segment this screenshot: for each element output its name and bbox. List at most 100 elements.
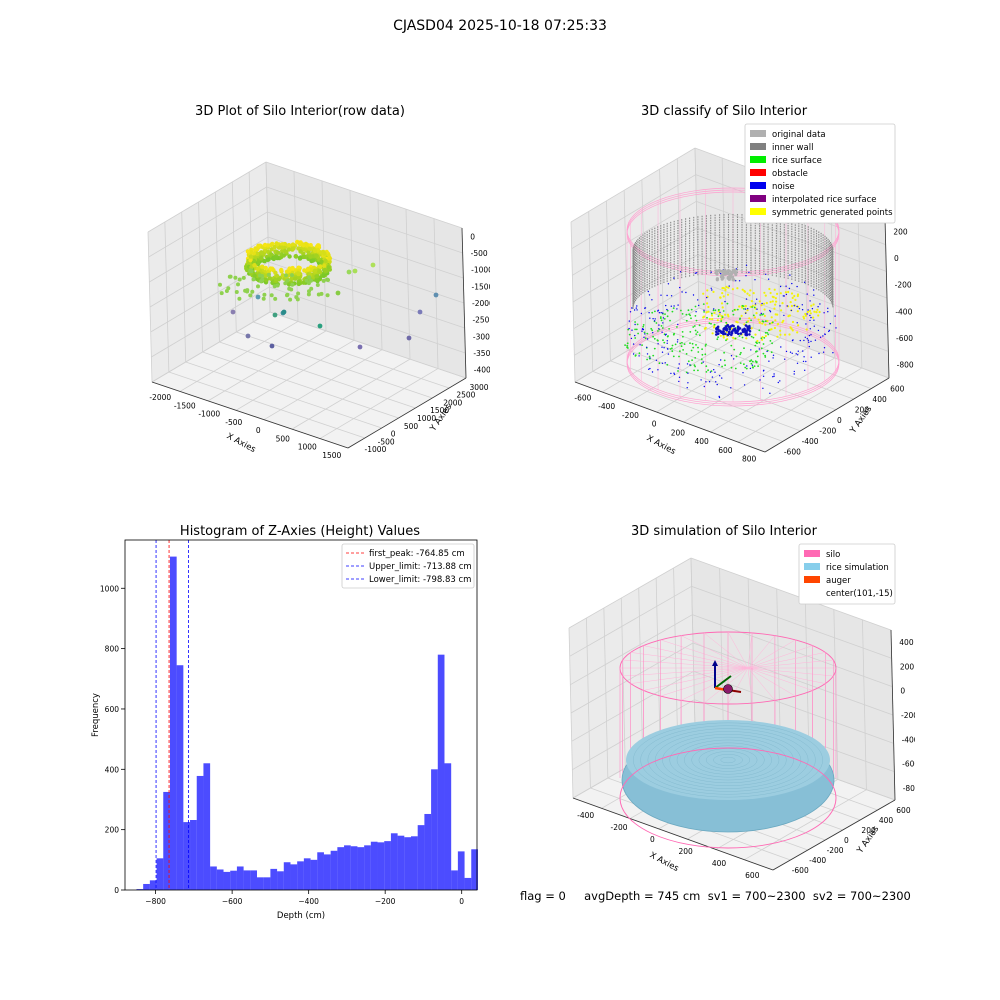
classify-noise-point [631,307,633,309]
histogram-ytick-label: 600 [105,705,120,714]
raw-point [325,277,330,282]
classify-noise-point [785,350,788,353]
raw-point [254,247,259,252]
classify-symmetric-point [732,336,735,339]
classify-ztick-label: 200 [893,227,908,236]
classify-gridline [710,357,835,433]
classify-noise-point [711,376,714,378]
classify-noise-point [630,337,633,340]
classify-noise-point [813,294,815,296]
classify-noise-point [677,339,679,341]
classify-legend-swatch [750,195,766,202]
classify-legend-label: interpolated rice surface [772,195,877,205]
simulation-rice-mesh [654,731,802,789]
classify-symmetric-point [750,327,753,330]
raw-ytick-label: -1000 [365,445,387,454]
classify-symmetric-point [758,321,761,324]
classify-symmetric-point [804,314,807,317]
classify-rice-point [700,362,703,365]
simulation-xtick-label: -200 [610,823,627,832]
raw-point [293,276,298,281]
raw-point [284,269,290,274]
classify-legend-swatch [750,130,766,137]
raw-plot-title: 3D Plot of Silo Interior(row data) [195,104,405,119]
classify-floor-pane [575,308,889,452]
raw-gridline [148,186,267,258]
classify-symmetric-point [747,320,750,323]
raw-xtick-label: 500 [276,434,291,443]
classify-noise-point [667,353,670,355]
classify-symmetric-point [746,309,749,312]
classify-noise-point [676,341,679,343]
classify-symmetric-point [770,316,773,319]
classify-noise-point [641,328,644,330]
classify-noise-point [809,328,811,330]
raw-point [319,291,324,296]
simulation-ytick-label: -600 [792,866,809,875]
classify-symmetric-point [761,322,764,325]
histogram-bar [156,858,164,890]
classify-rice-point [705,371,708,373]
simulation-ytick-label: 400 [879,816,894,825]
classify-noise-point [697,299,699,301]
raw-point [262,242,268,248]
classify-noise-point [762,387,764,389]
classify-rice-point [637,332,639,335]
classify-original-point [720,277,724,281]
classify-symmetric-point [773,307,776,310]
classify-noise-point [678,376,681,378]
classify-symmetric-point [741,306,744,309]
classify-noise-point [695,272,698,274]
raw-gridline [168,371,365,439]
classify-rice-point [768,322,771,325]
classify-ztick-label: -200 [895,281,912,290]
classify-noise-point [762,375,765,377]
classify-symmetric-point [730,327,733,330]
raw-point [260,274,265,278]
raw-point [250,289,255,294]
histogram-bar [277,871,284,890]
simulation-gridline [570,614,693,686]
classify-rice-point [661,327,664,329]
classify-rice-point [700,358,703,361]
raw-point [307,275,312,280]
classify-noise-point [807,309,809,311]
classify-symmetric-point [726,293,730,296]
classify-symmetric-point [702,292,705,295]
classify-rice-point [767,329,770,331]
classify-symmetric-point [771,295,774,298]
classify-symmetric-point [721,287,724,290]
simulation-legend-swatch [804,550,820,557]
classify-symmetric-point [758,300,761,303]
classify-noise-point [791,352,793,354]
raw-point [433,292,439,298]
classify-symmetric-point [743,290,747,293]
histogram-xtick-label: −600 [222,897,243,906]
raw-point [327,256,332,261]
raw-point [260,264,265,269]
classify-noise-point [661,346,663,348]
raw-axis-line [347,377,467,449]
classify-symmetric-point [780,309,783,312]
classify-legend-label: original data [772,130,826,140]
raw-ztick-label: -4000 [474,366,490,375]
classify-noise-point [795,353,797,355]
classify-noise-point [743,384,746,386]
classify-gridline [574,307,700,383]
classify-original-point [719,269,723,273]
classify-rice-point [724,364,726,367]
raw-point [322,263,327,269]
raw-point [321,273,326,278]
raw-point [258,256,264,261]
simulation-gridline [692,614,893,688]
classify-rice-point [680,345,683,348]
classify-rice-point [695,333,698,335]
classify-noise-point [718,364,720,366]
raw-point [315,283,320,287]
classify-noise-point [730,387,732,389]
classify-symmetric-point [817,314,820,317]
classify-noise-point [777,381,779,384]
classify-noise-point [827,311,829,313]
simulation-ytick-label: 0 [844,836,849,845]
classify-symmetric-point [725,285,728,288]
